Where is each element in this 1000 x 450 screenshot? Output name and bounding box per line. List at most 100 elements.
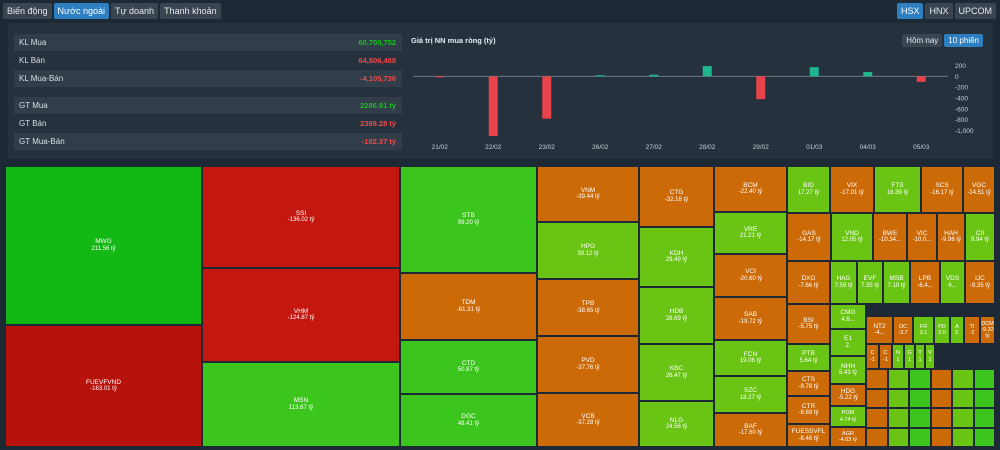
treemap-tile[interactable]: HDG -5.22 tỷ bbox=[830, 384, 866, 406]
treemap-tile[interactable]: EVF 7.35 tỷ bbox=[857, 261, 883, 304]
treemap-tile[interactable]: VCB -37.28 tỷ bbox=[537, 393, 639, 447]
treemap-tile[interactable]: A 3. bbox=[950, 316, 964, 344]
treemap-tile[interactable]: MSB 7.10 tỷ bbox=[883, 261, 910, 304]
treemap-tile[interactable]: FUESSVFL -8.46 tỷ bbox=[787, 424, 830, 447]
treemap-tile[interactable]: VIX -17.01 tỷ bbox=[830, 166, 874, 213]
treemap-tile[interactable]: POM 4.74 tỷ bbox=[830, 406, 866, 427]
treemap-tile-small[interactable] bbox=[866, 427, 888, 447]
tab-tu-doanh[interactable]: Tự doanh bbox=[111, 3, 159, 19]
treemap-tile-small[interactable] bbox=[930, 388, 952, 408]
treemap-tile[interactable]: TPB -38.65 tỷ bbox=[537, 279, 639, 336]
treemap-tile[interactable]: STB 99.20 tỷ bbox=[400, 166, 537, 273]
treemap-tile[interactable]: TI -2 bbox=[964, 316, 980, 344]
treemap-tile[interactable]: C -1 bbox=[879, 344, 892, 369]
treemap-tile[interactable]: FR 3.1 bbox=[913, 316, 934, 344]
treemap-tile[interactable]: VDS 6... bbox=[940, 261, 965, 304]
treemap-tile[interactable]: E1 2. bbox=[830, 329, 866, 356]
treemap-tile[interactable]: FTS 16.39 tỷ bbox=[874, 166, 921, 213]
treemap-tile[interactable]: BSI -5.75 tỷ bbox=[787, 304, 830, 344]
treemap-tile[interactable]: BAF -17.60 tỷ bbox=[714, 413, 787, 447]
tab-nuoc-ngoai[interactable]: Nước ngoài bbox=[53, 3, 109, 19]
treemap-tile[interactable]: DCM -9.32 tỷ bbox=[980, 316, 995, 344]
treemap-tile-small[interactable] bbox=[973, 388, 995, 408]
treemap-tile[interactable]: MSN 113.67 tỷ bbox=[202, 362, 400, 447]
treemap-tile[interactable]: DXG -7.66 tỷ bbox=[787, 261, 830, 304]
treemap-tile-small[interactable] bbox=[909, 388, 931, 408]
treemap-tile[interactable]: CTR -8.69 tỷ bbox=[787, 396, 830, 424]
tab-thanh-khoan[interactable]: Thanh khoản bbox=[160, 3, 221, 19]
treemap-tile-small[interactable] bbox=[973, 427, 995, 447]
treemap-tile-small[interactable] bbox=[909, 427, 931, 447]
exchange-hsx-button[interactable]: HSX bbox=[896, 3, 924, 19]
treemap-tile-small[interactable] bbox=[930, 369, 952, 389]
treemap-tile[interactable]: MWG 211.56 tỷ bbox=[5, 166, 202, 325]
tab-bien-dong[interactable]: Biến động bbox=[3, 3, 52, 19]
exchange-hnx-button[interactable]: HNX bbox=[925, 3, 953, 19]
treemap-tile[interactable]: SCS -16.17 tỷ bbox=[921, 166, 963, 213]
treemap-tile[interactable]: SSI -136.02 tỷ bbox=[202, 166, 400, 268]
treemap-tile[interactable]: VND 12.05 tỷ bbox=[831, 213, 873, 261]
treemap-tile-small[interactable] bbox=[952, 369, 974, 389]
treemap-tile-small[interactable] bbox=[866, 369, 888, 389]
treemap-tile[interactable]: C -1 bbox=[866, 344, 879, 369]
treemap-tile[interactable]: HAH -9.96 tỷ bbox=[937, 213, 965, 261]
treemap-tile-small[interactable] bbox=[973, 369, 995, 389]
ten-sessions-button[interactable]: 10 phiên bbox=[944, 34, 983, 47]
treemap-tile[interactable]: VNM -39.44 tỷ bbox=[537, 166, 639, 222]
treemap-tile[interactable]: NT2 -4... bbox=[866, 316, 893, 344]
treemap-tile-small[interactable] bbox=[887, 388, 909, 408]
treemap-tile[interactable]: LPB -6.4... bbox=[910, 261, 940, 304]
treemap-tile[interactable]: KDH 29.49 tỷ bbox=[639, 227, 714, 287]
treemap-tile[interactable]: HDB 28.69 tỷ bbox=[639, 287, 714, 344]
today-button[interactable]: Hôm nay bbox=[902, 34, 943, 47]
treemap-tile[interactable]: VIC -10.0... bbox=[907, 213, 937, 261]
treemap-tile[interactable]: FUEVFVND -163.01 tỷ bbox=[5, 325, 202, 447]
treemap-tile[interactable]: BID 17.27 tỷ bbox=[787, 166, 830, 213]
treemap-tile[interactable]: CTG -32.16 tỷ bbox=[639, 166, 714, 227]
treemap-tile[interactable]: PVD -37.76 tỷ bbox=[537, 336, 639, 393]
treemap-tile[interactable]: FCN 19.06 tỷ bbox=[714, 340, 787, 376]
treemap-tile-small[interactable] bbox=[887, 427, 909, 447]
treemap-tile[interactable]: NHH 5.43 tỷ bbox=[830, 356, 866, 384]
treemap-tile[interactable]: HPG 39.12 tỷ bbox=[537, 222, 639, 279]
treemap-tile-small[interactable] bbox=[952, 427, 974, 447]
treemap-tile[interactable]: KBC 26.47 tỷ bbox=[639, 344, 714, 401]
treemap-tile[interactable]: VRE 21.21 tỷ bbox=[714, 212, 787, 254]
treemap-tile[interactable]: CII 9.94 tỷ bbox=[965, 213, 995, 261]
treemap-tile[interactable]: HAG 7.59 tỷ bbox=[830, 261, 857, 304]
treemap-tile[interactable]: CTD 50.87 tỷ bbox=[400, 340, 537, 394]
treemap-tile[interactable]: VCI -20.60 tỷ bbox=[714, 254, 787, 297]
treemap-tile[interactable]: OC -3.7 bbox=[893, 316, 913, 344]
treemap-tile[interactable]: CMG 4.6... bbox=[830, 304, 866, 329]
treemap-tile[interactable]: PD 3.0 bbox=[934, 316, 950, 344]
treemap-tile[interactable]: CTS -8.78 tỷ bbox=[787, 371, 830, 396]
treemap-tile[interactable]: DGC 48.41 tỷ bbox=[400, 394, 537, 447]
treemap-tile[interactable]: TDM -61.31 tỷ bbox=[400, 273, 537, 340]
treemap-tile[interactable]: SAB -19.72 tỷ bbox=[714, 297, 787, 340]
treemap-tile-small[interactable] bbox=[930, 427, 952, 447]
treemap-tile[interactable]: BWE -10.34... bbox=[873, 213, 907, 261]
treemap-tile-small[interactable] bbox=[909, 408, 931, 428]
treemap-tile-small[interactable] bbox=[973, 408, 995, 428]
treemap-tile-small[interactable] bbox=[887, 408, 909, 428]
treemap-tile[interactable]: VHM -124.87 tỷ bbox=[202, 268, 400, 362]
exchange-upcom-button[interactable]: UPCOM bbox=[954, 3, 996, 19]
treemap-tile-small[interactable] bbox=[887, 369, 909, 389]
treemap-tile-small[interactable] bbox=[866, 408, 888, 428]
treemap-tile[interactable]: PTB 5.64 tỷ bbox=[787, 344, 830, 371]
treemap-tile[interactable]: SZC 18.27 tỷ bbox=[714, 376, 787, 413]
treemap-tile[interactable]: AGR -4.63 tỷ bbox=[830, 427, 866, 447]
treemap-tile[interactable]: IJC -9.35 tỷ bbox=[965, 261, 995, 304]
treemap-tile[interactable]: BCM -22.40 tỷ bbox=[714, 166, 787, 212]
treemap-tile-small[interactable] bbox=[909, 369, 931, 389]
treemap-tile-small[interactable] bbox=[930, 408, 952, 428]
treemap-tile[interactable]: NLG 24.56 tỷ bbox=[639, 401, 714, 447]
treemap-tile-small[interactable] bbox=[866, 388, 888, 408]
treemap-tile[interactable]: VGC -14.51 tỷ bbox=[963, 166, 995, 213]
treemap-tile-small[interactable] bbox=[952, 388, 974, 408]
treemap-tile-small[interactable] bbox=[952, 408, 974, 428]
